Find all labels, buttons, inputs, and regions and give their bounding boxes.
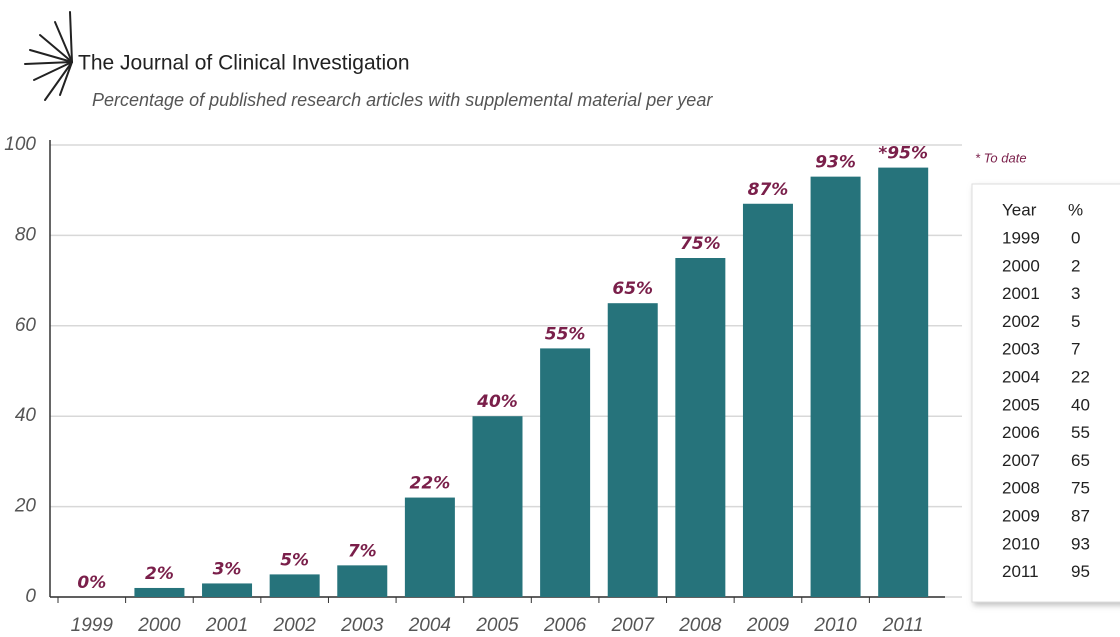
table-year: 2008	[1002, 479, 1040, 498]
value-label: 5%	[280, 550, 309, 570]
table-header: Year	[1002, 200, 1037, 219]
x-tick-label: 1999	[71, 615, 114, 636]
logo	[24, 11, 73, 101]
table-year: 2001	[1002, 284, 1040, 303]
value-label: *95%	[878, 144, 928, 164]
bar	[472, 416, 523, 597]
x-tick-label: 2004	[408, 615, 451, 636]
value-label: 2%	[145, 564, 174, 584]
table-value: 87	[1071, 506, 1090, 525]
table-box	[971, 183, 1120, 603]
y-tick-label: 20	[14, 496, 37, 517]
y-tick-label: 0	[25, 586, 36, 607]
table-year: 2010	[1002, 534, 1040, 553]
bar	[202, 583, 253, 597]
table-year: 2004	[1002, 367, 1040, 386]
x-tick-label: 2006	[543, 615, 587, 636]
value-label: 3%	[213, 559, 242, 579]
x-tick-label: 2008	[678, 615, 722, 636]
table-value: 5	[1071, 312, 1080, 331]
x-tick-label: 2001	[205, 615, 248, 636]
x-tick-label: 2000	[137, 615, 181, 636]
y-tick-label: 40	[15, 405, 37, 426]
y-tick-label: 80	[15, 224, 37, 245]
table-year: 2000	[1002, 256, 1040, 275]
value-label: 55%	[545, 324, 586, 344]
table-value: 40	[1071, 395, 1090, 414]
table-value: 65	[1071, 451, 1090, 470]
table-value: 75	[1071, 479, 1090, 498]
table-year: 2002	[1002, 312, 1040, 331]
bar	[810, 176, 861, 597]
table-value: 7	[1071, 340, 1080, 359]
table-value: 55	[1071, 423, 1090, 442]
bar	[742, 203, 793, 597]
table-value: 93	[1071, 534, 1090, 553]
table-year: 2003	[1002, 340, 1040, 359]
value-label: 93%	[815, 153, 856, 173]
value-label: 7%	[348, 541, 377, 561]
bar	[675, 258, 726, 597]
bar	[134, 587, 185, 597]
bar	[607, 303, 658, 597]
table-value: 22	[1071, 367, 1090, 386]
table-year: 2007	[1002, 451, 1040, 470]
x-tick-label: 2011	[882, 615, 924, 636]
table-year: 2009	[1002, 506, 1040, 525]
value-label: 65%	[612, 279, 653, 299]
table-value: 3	[1071, 284, 1080, 303]
y-tick-label: 60	[15, 315, 37, 336]
chart-title: The Journal of Clinical Investigation	[78, 52, 410, 75]
table-value: 0	[1071, 228, 1080, 247]
bar	[404, 497, 455, 597]
x-tick-label: 2002	[273, 615, 317, 636]
x-tick-label: 2009	[746, 615, 790, 636]
table-year: 1999	[1002, 228, 1040, 247]
value-label: 0%	[77, 573, 106, 593]
table-year: 2005	[1002, 395, 1040, 414]
value-label: 75%	[680, 234, 721, 254]
bar	[878, 167, 929, 597]
table-value: 2	[1071, 256, 1080, 275]
x-tick-label: 2010	[813, 615, 857, 636]
x-tick-label: 2003	[340, 615, 384, 636]
bar	[269, 574, 320, 597]
bar	[540, 348, 591, 597]
x-tick-label: 2005	[475, 615, 519, 636]
note: * To date	[975, 150, 1027, 165]
bar	[337, 565, 388, 597]
value-label: 40%	[476, 392, 518, 412]
value-label: 22%	[410, 474, 451, 494]
chart-subtitle: Percentage of published research article…	[92, 90, 713, 110]
table-year: 2011	[1002, 562, 1039, 581]
table-year: 2006	[1002, 423, 1040, 442]
value-label: 87%	[748, 180, 789, 200]
x-tick-label: 2007	[611, 615, 656, 636]
table-value: 95	[1071, 562, 1090, 581]
table-header: %	[1068, 200, 1083, 219]
y-tick-label: 100	[4, 134, 36, 155]
